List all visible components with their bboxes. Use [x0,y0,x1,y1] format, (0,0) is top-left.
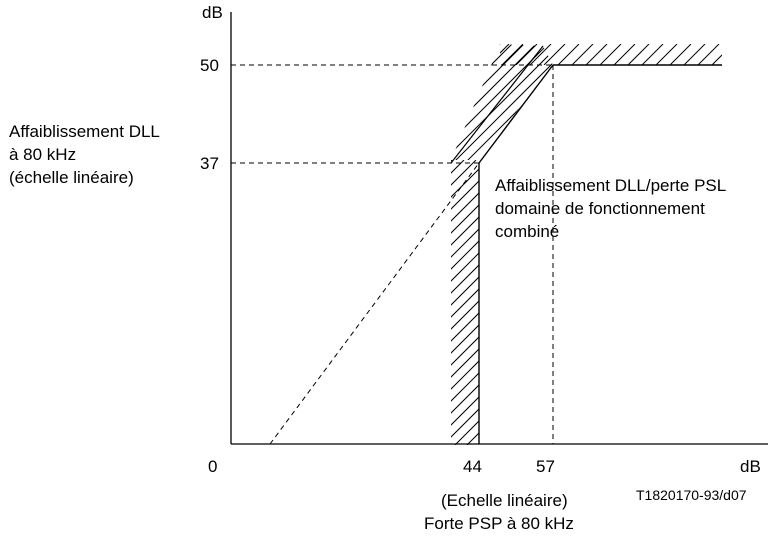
hatch-line [451,160,477,186]
hatch-line [683,44,706,65]
hatch-line [451,160,465,174]
dashed-slope-line [269,162,480,445]
hatch-line [451,44,553,160]
hatch-line [319,44,440,165]
hatch-line [451,44,465,160]
hatch-line [451,44,553,160]
y-axis-title-line1: Affaiblissement DLL [9,122,160,141]
boundary-slope [478,64,554,164]
hatch-line [451,288,479,318]
hatch-line [451,44,549,160]
hatch-line [515,44,538,65]
hatch-line [451,44,513,160]
hatch-line [451,160,453,162]
hatch-line [474,44,495,65]
hatch-line [571,44,594,65]
hatch-line [669,44,692,65]
hatch-line [451,44,537,160]
hatch-line [451,372,479,402]
y-unit-label: dB [202,3,223,22]
hatch-line [711,54,722,65]
hatch-line [726,44,747,65]
figure-reference: T1820170-93/d07 [636,487,747,503]
hatch-line [543,44,566,65]
hatch-line [697,44,720,65]
hatch-line [451,168,479,198]
hatch-line [655,44,678,65]
hatch-line [451,180,479,210]
hatch-line [451,192,479,222]
hatch-line [585,44,608,65]
hatch-line [546,44,553,160]
hatch-slope-band [319,44,680,165]
hatch-line [557,44,580,65]
hatch-line [155,160,440,445]
y-tick-50: 50 [200,56,219,75]
hatch-line [451,276,479,306]
region-label-line1: Affaiblissement DLL/perte PSL [495,176,727,195]
hatch-line [451,384,479,414]
origin-label: 0 [208,457,218,476]
hatch-line [451,204,479,234]
hatch-line [613,44,636,65]
hatch-line [599,44,622,65]
hatch-line [529,44,552,65]
y-tick-37: 37 [200,154,219,173]
x-unit-label: dB [740,457,761,476]
x-axis-title-line2: Forte PSP à 80 kHz [424,514,574,533]
x-tick-44: 44 [463,457,482,476]
y-axis-title-line2: à 80 kHz [9,145,77,164]
region-label-line2: domaine de fonctionnement [495,199,705,218]
hatch-line [559,44,680,165]
region-label-line3: combiné [495,222,560,241]
y-axis-title-line3: (échelle linéaire) [9,168,134,187]
hatch-line [627,44,650,65]
hatch-line [451,300,479,330]
hatch-top-band [474,44,747,65]
boundary-outer-slope [450,45,544,164]
hatch-line [451,44,453,160]
hatch-line [641,44,664,65]
x-tick-57: 57 [536,457,555,476]
hatch-line [451,216,479,246]
x-axis-title-line1: (Echelle linéaire) [441,491,568,510]
hatch-line [501,44,524,65]
hatch-line [500,44,510,54]
